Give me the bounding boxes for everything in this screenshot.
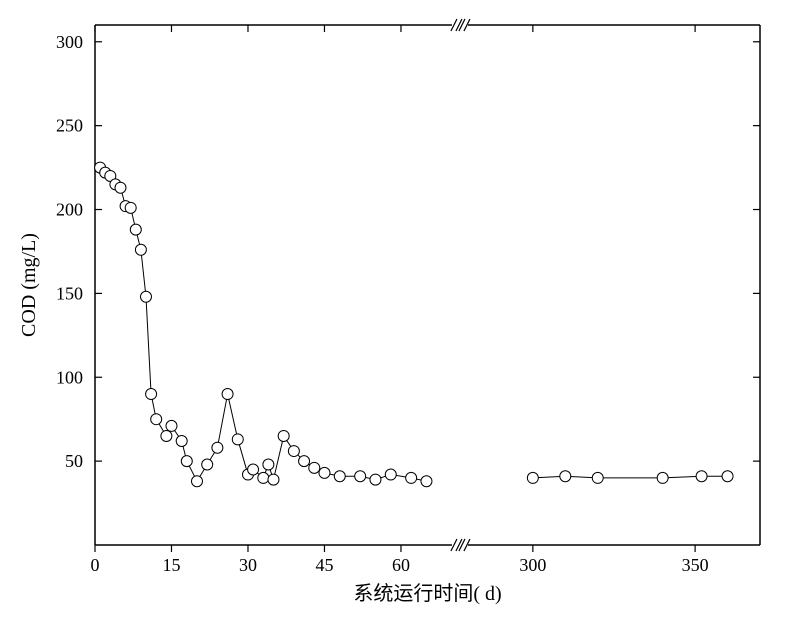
data-marker [527, 472, 538, 483]
data-marker [355, 471, 366, 482]
y-tick-label: 50 [65, 451, 83, 471]
axis-break-mark [456, 539, 462, 551]
data-marker [191, 476, 202, 487]
data-marker [130, 224, 141, 235]
y-axis-title: COD (mg/L) [18, 233, 40, 337]
x-tick-label: 45 [315, 555, 333, 575]
data-marker [125, 202, 136, 213]
data-marker [696, 471, 707, 482]
y-tick-label: 150 [56, 283, 83, 303]
data-marker [232, 434, 243, 445]
data-marker [406, 472, 417, 483]
data-marker [263, 459, 274, 470]
data-marker [278, 430, 289, 441]
data-marker [592, 472, 603, 483]
data-marker [385, 469, 396, 480]
data-marker [161, 430, 172, 441]
data-marker [657, 472, 668, 483]
y-tick-label: 250 [56, 116, 83, 136]
data-marker [151, 414, 162, 425]
data-marker [248, 464, 259, 475]
data-marker [115, 182, 126, 193]
x-tick-label: 60 [392, 555, 410, 575]
data-marker [135, 244, 146, 255]
y-tick-label: 200 [56, 200, 83, 220]
x-tick-label: 0 [91, 555, 100, 575]
data-marker [288, 446, 299, 457]
x-tick-label: 300 [519, 555, 546, 575]
data-marker [202, 459, 213, 470]
x-tick-label: 30 [239, 555, 257, 575]
data-marker [222, 389, 233, 400]
data-marker [166, 420, 177, 431]
data-marker [140, 291, 151, 302]
data-line-seg1 [100, 168, 426, 482]
data-marker [176, 436, 187, 447]
y-tick-label: 100 [56, 367, 83, 387]
axis-break-mark [459, 539, 465, 551]
data-marker [334, 471, 345, 482]
data-marker [309, 462, 320, 473]
data-marker [146, 389, 157, 400]
data-marker [268, 474, 279, 485]
data-marker [421, 476, 432, 487]
data-marker [370, 474, 381, 485]
data-marker [319, 467, 330, 478]
x-tick-label: 350 [682, 555, 709, 575]
axis-break-mark [459, 19, 465, 31]
data-marker [722, 471, 733, 482]
data-marker [560, 471, 571, 482]
x-axis-title: 系统运行时间( d) [353, 582, 501, 605]
axis-break-mark [456, 19, 462, 31]
data-marker [181, 456, 192, 467]
data-marker [299, 456, 310, 467]
data-marker [212, 442, 223, 453]
data-marker [258, 472, 269, 483]
y-tick-label: 300 [56, 32, 83, 52]
x-tick-label: 15 [162, 555, 180, 575]
line-chart: 0 15 30 45 60 300 350 50 100 150 200 250 300 系统运行时间( … [0, 0, 800, 625]
